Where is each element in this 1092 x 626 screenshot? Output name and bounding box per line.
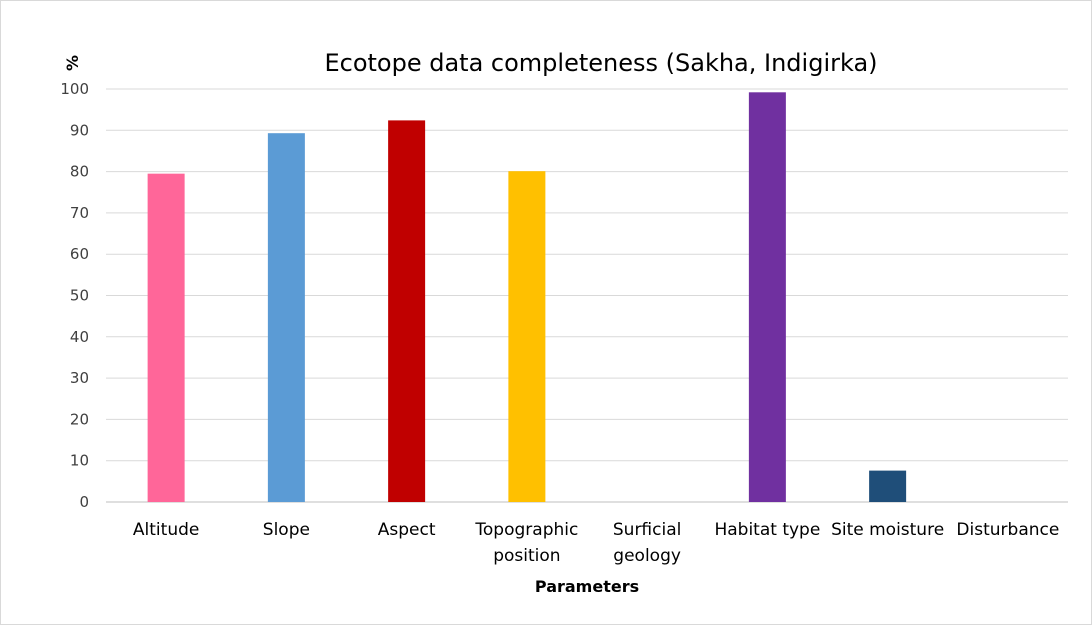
category-label: Slope	[263, 520, 310, 540]
y-tick-label: 100	[60, 80, 89, 98]
bars	[147, 92, 907, 503]
category-label: Disturbance	[956, 520, 1059, 540]
category-label: Habitat type	[714, 520, 820, 540]
y-tick-labels: 0 10 20 30 40 50 60 70 80 90 100	[60, 80, 89, 511]
y-tick-label: 80	[70, 163, 89, 181]
bar-altitude	[147, 173, 185, 503]
y-tick-label: 70	[70, 204, 89, 222]
chart-title: Ecotope data completeness (Sakha, Indigi…	[324, 49, 877, 77]
y-tick-label: 40	[70, 328, 89, 346]
y-tick-label: 60	[70, 245, 89, 263]
x-axis-label: Parameters	[535, 577, 639, 596]
bar-topographic-position	[508, 171, 546, 502]
bar-site-moisture	[869, 470, 907, 502]
y-tick-label: 10	[70, 452, 89, 470]
y-tick-label: 30	[70, 369, 89, 387]
category-label: Altitude	[133, 520, 199, 540]
y-axis-label: %	[63, 55, 82, 71]
bar-slope	[267, 133, 305, 503]
gridlines	[106, 88, 1068, 503]
bar-aspect	[388, 120, 426, 502]
category-label: Site moisture	[831, 520, 944, 540]
category-label: Surficial geology	[613, 520, 681, 566]
y-tick-label: 20	[70, 410, 89, 428]
bar-habitat-type	[748, 92, 786, 502]
category-labels: Altitude Slope Aspect Topographic position Su…	[133, 520, 1059, 566]
y-tick-label: 50	[70, 287, 89, 305]
category-label: Topographic position	[474, 520, 578, 566]
category-label: Aspect	[378, 520, 436, 540]
y-tick-label: 0	[79, 493, 89, 511]
y-tick-label: 90	[70, 121, 89, 139]
